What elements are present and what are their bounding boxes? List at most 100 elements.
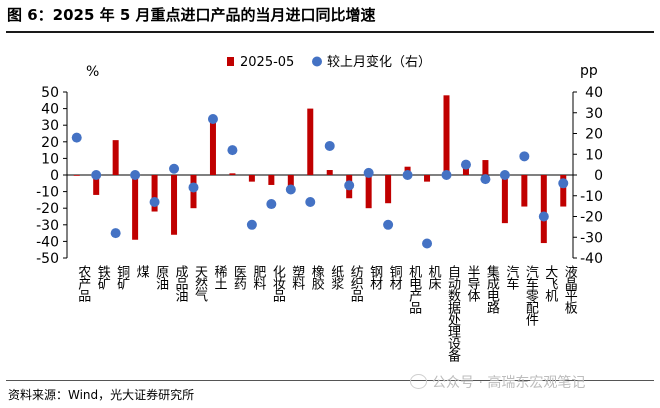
category-label: 天然气 — [192, 265, 208, 302]
title-divider — [6, 31, 654, 33]
category-label: 自动数据处理设备 — [445, 265, 461, 363]
right-tick-label: 30 — [585, 106, 603, 122]
data-point — [285, 184, 296, 195]
left-tick-label: -40 — [36, 234, 59, 250]
category-label: 稀土 — [211, 265, 227, 289]
right-tick-label: 40 — [585, 85, 603, 101]
data-point — [499, 170, 510, 180]
category-label: 原油 — [153, 265, 169, 290]
category-label: 汽车 — [503, 265, 519, 290]
bar — [521, 175, 528, 207]
category-label: 半导体 — [464, 265, 480, 302]
category-label: 汽车零配件 — [523, 265, 539, 326]
category-label: 农产品 — [75, 265, 91, 302]
bar — [209, 120, 216, 175]
category-label: 成品油 — [173, 265, 189, 302]
left-tick-label: 30 — [41, 118, 59, 134]
chart: 2025-05 较上月变化（右） % pp 50403020100-10-20-… — [36, 54, 603, 363]
data-point — [441, 170, 452, 180]
left-tick-label: 50 — [41, 85, 59, 101]
legend-bar-label: 2025-05 — [240, 55, 294, 70]
category-label: 大飞机 — [542, 265, 558, 303]
data-point — [266, 199, 277, 210]
right-tick-label: 0 — [594, 168, 603, 184]
bar — [424, 175, 431, 182]
right-tick-label: -20 — [580, 210, 603, 226]
category-label: 液晶平板 — [562, 265, 578, 315]
right-tick-label: 20 — [585, 127, 603, 143]
wechat-icon — [410, 374, 427, 389]
right-tick-label: -40 — [580, 251, 603, 267]
figure-title: 图 6：2025 年 5 月重点进口产品的当月进口同比增速 — [7, 6, 376, 24]
category-label: 钢材 — [367, 265, 383, 290]
category-label: 肥料 — [250, 265, 266, 290]
data-point — [149, 196, 160, 207]
bar — [229, 173, 236, 175]
bar — [443, 95, 450, 175]
bar — [365, 175, 372, 209]
data-point — [402, 170, 413, 180]
bar — [482, 160, 489, 175]
bar — [248, 175, 255, 182]
right-tick-label: -30 — [580, 230, 603, 246]
watermark-text: 公众号 · 高瑞东宏观笔记 — [432, 375, 586, 391]
bar — [112, 140, 119, 175]
left-tick-label: -30 — [36, 218, 59, 234]
data-point — [207, 113, 218, 124]
bar — [385, 175, 392, 204]
bar — [132, 175, 139, 240]
bar — [73, 175, 80, 176]
data-point — [227, 145, 238, 156]
data-point — [246, 219, 257, 230]
bar — [462, 166, 469, 175]
right-tick-label: -10 — [580, 189, 603, 205]
category-label: 煤 — [134, 265, 150, 278]
left-tick-label: 10 — [41, 151, 59, 167]
right-unit-label: pp — [580, 63, 598, 79]
data-point — [480, 174, 491, 185]
data-point — [460, 159, 471, 170]
category-label: 集成电路 — [484, 264, 500, 314]
left-tick-label: 40 — [41, 102, 59, 118]
bar — [560, 175, 567, 207]
left-tick-label: -10 — [36, 185, 59, 201]
data-point — [519, 151, 530, 162]
data-point — [91, 170, 102, 180]
left-tick-label: 20 — [41, 135, 59, 151]
category-label: 机床 — [426, 265, 442, 290]
data-point — [558, 178, 569, 189]
category-label: 铜材 — [387, 265, 403, 290]
left-tick-label: -50 — [36, 251, 59, 267]
data-point — [363, 167, 374, 178]
legend-bar-swatch — [227, 57, 234, 66]
bar — [540, 175, 547, 244]
bar — [501, 175, 508, 224]
category-label: 铁矿 — [95, 265, 111, 290]
left-tick-label: -20 — [36, 201, 59, 217]
bar — [171, 175, 178, 235]
bar — [307, 108, 314, 175]
category-label: 化妆品 — [270, 265, 286, 302]
category-label: 机电产品 — [406, 265, 422, 314]
footer-divider — [6, 380, 654, 381]
legend-dot-label: 较上月变化（右） — [327, 54, 431, 70]
data-point — [422, 238, 433, 249]
bar — [93, 175, 100, 195]
category-label: 橡胶 — [309, 265, 325, 291]
category-label: 纺织品 — [348, 265, 364, 302]
data-point — [71, 132, 82, 143]
data-point — [305, 196, 316, 207]
data-point — [538, 211, 549, 222]
data-point — [188, 182, 199, 193]
data-point — [169, 163, 180, 174]
bar — [326, 170, 333, 175]
data-point — [324, 140, 335, 151]
category-label: 纸浆 — [328, 265, 344, 290]
category-label: 医药 — [231, 265, 247, 290]
data-point — [383, 219, 394, 230]
data-point — [344, 180, 355, 191]
bar — [151, 175, 158, 212]
source-note: 资料来源：Wind，光大证券研究所 — [8, 388, 195, 402]
bar — [287, 175, 294, 189]
category-label: 铜矿 — [114, 265, 129, 290]
